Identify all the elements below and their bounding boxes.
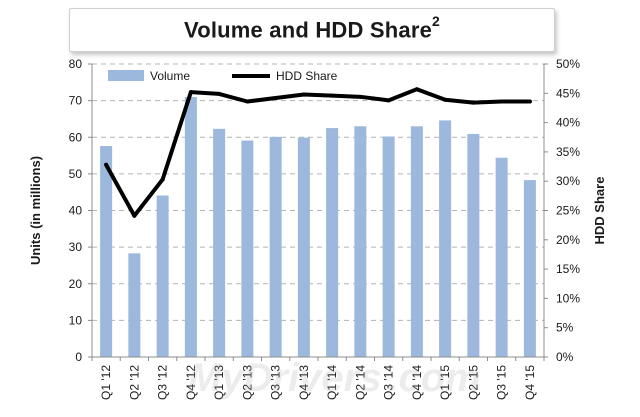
x-tick-label: Q4 '12 [184, 365, 198, 400]
y2-axis-title: HDD Share [592, 177, 607, 245]
volume-bar [326, 128, 339, 357]
volume-bar [410, 126, 423, 357]
x-tick-label: Q2 '12 [127, 365, 141, 400]
volume-bar [241, 140, 254, 357]
y2-tick-label: 35% [556, 145, 580, 159]
x-tick-label: Q1 '12 [99, 365, 113, 400]
hdd-share-point [245, 99, 250, 104]
hdd-share-point [217, 91, 222, 96]
hdd-share-point [273, 95, 278, 100]
hdd-share-point [443, 97, 448, 102]
volume-bar [128, 253, 141, 357]
legend-share-label: HDD Share [276, 69, 338, 83]
x-tick-label: Q3 '15 [495, 365, 509, 400]
hdd-share-point [414, 87, 419, 92]
hdd-share-point [301, 92, 306, 97]
chart-title: Volume and HDD Share2 [183, 13, 441, 43]
y2-tick-label: 5% [556, 321, 574, 335]
x-tick-label: Q1 '13 [212, 365, 226, 400]
y2-tick-label: 50% [556, 57, 580, 71]
y-axis-title: Units (in millions) [28, 156, 43, 265]
y2-tick-label: 15% [556, 262, 580, 276]
hdd-share-point [160, 177, 165, 182]
y-tick-label: 50 [69, 167, 83, 181]
volume-bar [439, 120, 452, 357]
y2-tick-label: 20% [556, 233, 580, 247]
y2-tick-label: 25% [556, 204, 580, 218]
volume-bar [354, 126, 367, 357]
x-tick-label: Q4 '14 [410, 365, 424, 400]
legend-volume-label: Volume [150, 69, 190, 83]
volume-bar [523, 180, 536, 357]
hdd-share-point [499, 99, 504, 104]
x-tick-label: Q4 '15 [523, 365, 537, 400]
y-tick-label: 30 [69, 240, 83, 254]
x-tick-label: Q2 '13 [240, 365, 254, 400]
y-tick-label: 70 [69, 94, 83, 108]
volume-bar [156, 195, 169, 357]
x-tick-label: Q2 '14 [353, 365, 367, 400]
hdd-share-point [471, 100, 476, 105]
y2-tick-label: 10% [556, 291, 580, 305]
volume-bar [269, 136, 282, 357]
hdd-share-point [132, 213, 137, 218]
x-tick-label: Q4 '13 [297, 365, 311, 400]
x-tick-label: Q3 '12 [156, 365, 170, 400]
hdd-share-point [527, 99, 532, 104]
x-tick-label: Q2 '15 [466, 365, 480, 400]
hdd-share-point [330, 93, 335, 98]
volume-bar [495, 157, 508, 357]
volume-bar [382, 136, 395, 357]
y-tick-label: 60 [69, 130, 83, 144]
hdd-share-line [104, 87, 532, 218]
x-tick-label: Q1 '14 [325, 365, 339, 400]
y-tick-label: 20 [69, 277, 83, 291]
hdd-share-point [188, 90, 193, 95]
volume-bar [467, 133, 480, 357]
y2-tick-label: 30% [556, 174, 580, 188]
x-tick-label: Q3 '13 [269, 365, 283, 400]
y-tick-label: 10 [69, 313, 83, 327]
chart-title-box: Volume and HDD Share2 [69, 8, 555, 52]
x-tick-label: Q1 '15 [438, 365, 452, 400]
y-tick-label: 40 [69, 204, 83, 218]
legend-volume-swatch [108, 70, 144, 81]
y2-tick-label: 0% [556, 350, 574, 364]
y2-tick-label: 40% [556, 116, 580, 130]
y-tick-label: 0 [75, 350, 82, 364]
volume-bar [213, 128, 226, 357]
hdd-share-point [104, 162, 109, 167]
hdd-share-point [358, 94, 363, 99]
x-tick-label: Q3 '14 [382, 365, 396, 400]
chart-title-superscript: 2 [432, 13, 441, 30]
y-tick-label: 80 [69, 57, 83, 71]
volume-bar [297, 137, 310, 357]
volume-bar [184, 96, 197, 358]
hdd-share-point [386, 98, 391, 103]
y2-tick-label: 45% [556, 86, 580, 100]
volume-bar [100, 146, 113, 357]
